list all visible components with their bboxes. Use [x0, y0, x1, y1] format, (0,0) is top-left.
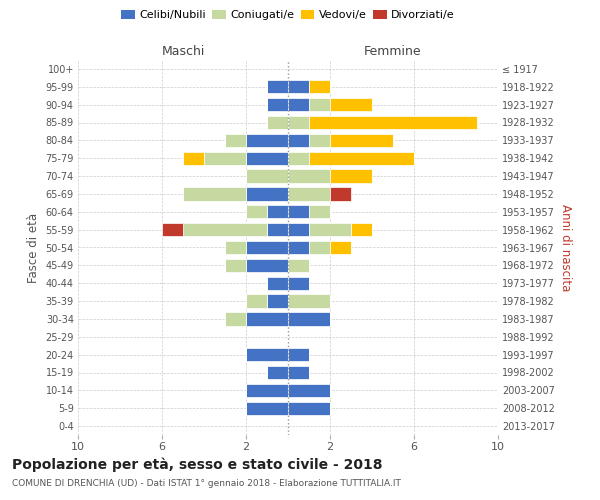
Bar: [288, 366, 309, 379]
Bar: [267, 366, 288, 379]
Bar: [267, 294, 288, 308]
Bar: [351, 223, 372, 236]
Bar: [267, 205, 288, 218]
Bar: [309, 98, 330, 112]
Text: Maschi: Maschi: [161, 45, 205, 58]
Bar: [246, 348, 288, 362]
Bar: [309, 80, 330, 94]
Bar: [183, 223, 267, 236]
Bar: [288, 187, 330, 200]
Y-axis label: Anni di nascita: Anni di nascita: [559, 204, 572, 291]
Bar: [288, 152, 309, 165]
Bar: [288, 223, 309, 236]
Bar: [309, 205, 330, 218]
Bar: [330, 98, 372, 112]
Bar: [162, 223, 183, 236]
Text: Femmine: Femmine: [364, 45, 422, 58]
Bar: [330, 170, 372, 183]
Bar: [225, 134, 246, 147]
Bar: [330, 241, 351, 254]
Bar: [288, 116, 309, 129]
Bar: [267, 80, 288, 94]
Bar: [330, 187, 351, 200]
Bar: [246, 205, 267, 218]
Bar: [246, 258, 288, 272]
Bar: [267, 116, 288, 129]
Bar: [246, 241, 288, 254]
Text: Popolazione per età, sesso e stato civile - 2018: Popolazione per età, sesso e stato civil…: [12, 458, 383, 472]
Bar: [288, 402, 330, 415]
Bar: [288, 258, 309, 272]
Bar: [288, 170, 330, 183]
Bar: [183, 152, 204, 165]
Bar: [204, 152, 246, 165]
Bar: [288, 276, 309, 290]
Bar: [246, 312, 288, 326]
Bar: [183, 187, 246, 200]
Bar: [267, 223, 288, 236]
Bar: [288, 384, 330, 397]
Y-axis label: Fasce di età: Fasce di età: [27, 212, 40, 282]
Bar: [288, 241, 309, 254]
Bar: [246, 134, 288, 147]
Bar: [288, 205, 309, 218]
Bar: [288, 80, 309, 94]
Bar: [246, 187, 288, 200]
Bar: [288, 134, 309, 147]
Bar: [309, 134, 330, 147]
Legend: Celibi/Nubili, Coniugati/e, Vedovi/e, Divorziati/e: Celibi/Nubili, Coniugati/e, Vedovi/e, Di…: [117, 5, 459, 24]
Bar: [225, 241, 246, 254]
Bar: [246, 294, 267, 308]
Bar: [267, 98, 288, 112]
Bar: [309, 241, 330, 254]
Text: COMUNE DI DRENCHIA (UD) - Dati ISTAT 1° gennaio 2018 - Elaborazione TUTTITALIA.I: COMUNE DI DRENCHIA (UD) - Dati ISTAT 1° …: [12, 479, 401, 488]
Bar: [309, 116, 477, 129]
Bar: [267, 276, 288, 290]
Bar: [330, 134, 393, 147]
Bar: [309, 223, 351, 236]
Bar: [288, 312, 330, 326]
Bar: [288, 348, 309, 362]
Bar: [288, 294, 330, 308]
Bar: [309, 152, 414, 165]
Bar: [246, 152, 288, 165]
Bar: [246, 402, 288, 415]
Bar: [225, 258, 246, 272]
Bar: [246, 384, 288, 397]
Bar: [288, 98, 309, 112]
Bar: [225, 312, 246, 326]
Bar: [246, 170, 288, 183]
